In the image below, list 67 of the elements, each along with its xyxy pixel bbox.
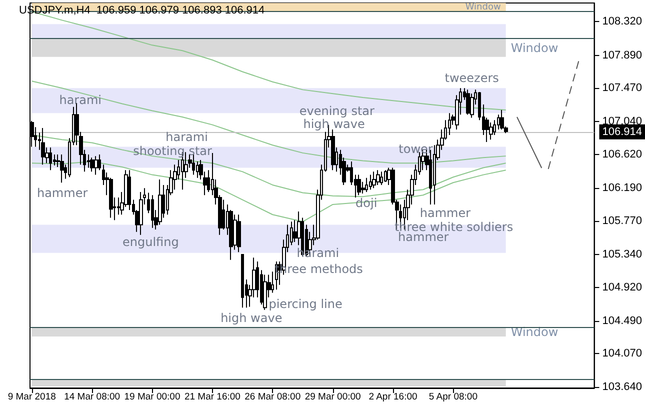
candlestick xyxy=(151,194,154,228)
line-series xyxy=(31,80,506,164)
candlestick xyxy=(489,122,493,140)
candlestick xyxy=(94,156,98,176)
y-tick-label: 107.890 xyxy=(602,49,642,62)
annotation: high wave xyxy=(303,117,365,131)
annotation: high wave xyxy=(220,311,282,325)
y-tick-label: 104.920 xyxy=(602,281,642,294)
candlestick xyxy=(448,112,451,136)
y-tick-label: 103.640 xyxy=(602,381,642,394)
candlestick xyxy=(384,170,387,182)
annotation: evening star xyxy=(299,104,375,118)
candlestick xyxy=(237,214,241,253)
candlestick xyxy=(139,191,143,236)
annotation: tweezers xyxy=(444,71,499,85)
candlestick xyxy=(380,171,383,186)
y-tick-label: 105.770 xyxy=(602,214,642,227)
candlestick xyxy=(241,254,244,308)
candlestick xyxy=(158,178,162,226)
candlestick xyxy=(271,271,274,294)
y-tick-label: 106.190 xyxy=(602,182,642,194)
candlestick xyxy=(60,154,64,184)
candlestick xyxy=(90,157,94,172)
candlestick xyxy=(376,170,380,186)
x-tick-label: 14 Mar 08:00 xyxy=(64,392,120,402)
ref-line-label: 106.914 xyxy=(602,126,642,138)
candlestick xyxy=(331,129,335,171)
y-tick-label: 107.040 xyxy=(602,116,642,128)
y-tick-label: 105.340 xyxy=(602,248,642,260)
x-tick-label: 21 Mar 16:00 xyxy=(184,392,240,402)
candlestick xyxy=(41,127,45,166)
line-series xyxy=(31,161,506,222)
candlestick xyxy=(357,174,361,196)
x-tick-label: 9 Mar 2018 xyxy=(8,392,56,402)
x-tick-label: 2 Apr 16:00 xyxy=(368,392,418,402)
candlestick xyxy=(500,109,504,130)
annotation: engulfing xyxy=(122,235,179,249)
y-tick-label: 104.070 xyxy=(602,348,642,360)
band-label: Window xyxy=(510,324,558,339)
annotation: piercing line xyxy=(268,297,342,311)
candlestick xyxy=(87,154,90,168)
candlestick xyxy=(192,154,195,176)
candlestick xyxy=(128,170,131,210)
x-tick-label: 26 Mar 08:00 xyxy=(244,392,301,402)
band-label: Window xyxy=(465,2,501,12)
candlestick xyxy=(369,174,372,190)
annotation: harami xyxy=(166,130,208,144)
y-tick-label: 106.620 xyxy=(602,148,642,160)
candlestick xyxy=(263,274,267,310)
x-tick-label: 29 Mar 00:00 xyxy=(304,392,361,402)
x-tick-label: 5 Apr 08:00 xyxy=(428,392,478,402)
candlestick xyxy=(98,154,101,171)
annotation: shooting star xyxy=(133,144,212,158)
y-tick-label: 108.320 xyxy=(602,16,642,28)
band-label: Window xyxy=(510,40,558,55)
y-tick-label: 107.470 xyxy=(602,82,642,94)
x-tick-label: 19 Mar 00:00 xyxy=(124,392,180,402)
candlestick xyxy=(49,146,52,171)
annotation: hammer xyxy=(36,186,88,200)
annotation: tower xyxy=(398,142,433,156)
annotation: hammer xyxy=(420,206,471,220)
candlestick xyxy=(466,89,470,116)
candlestick xyxy=(365,177,368,192)
candlestick xyxy=(372,171,376,189)
y-tick-label: 104.490 xyxy=(602,314,642,327)
candlestick xyxy=(470,93,474,118)
annotation: harami xyxy=(59,93,102,107)
